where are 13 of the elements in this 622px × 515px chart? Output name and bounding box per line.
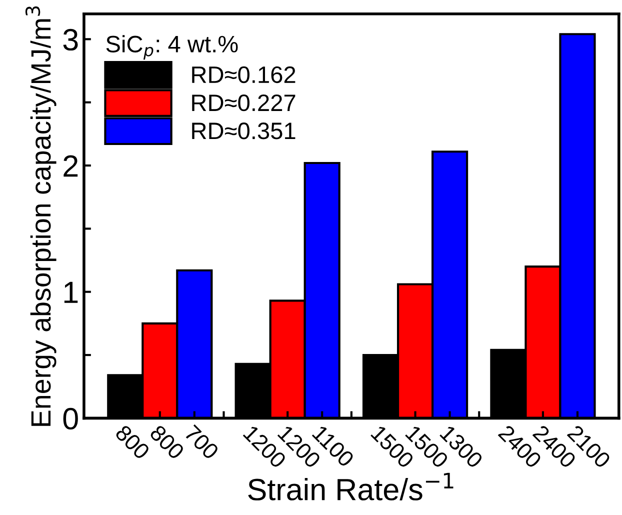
y-tick-label: 2 [64, 155, 78, 177]
x-tick-label: 800 [114, 424, 151, 460]
y-tick-label: 1 [64, 282, 78, 303]
x-tick-label: 700 [184, 424, 220, 460]
legend-title: SiC$_{p}$: 4 wt.% [106, 35, 238, 60]
x-tick-label: 800 [149, 424, 186, 460]
legend-label: RD≈0.227 [192, 94, 296, 112]
legend-label: RD≈0.162 [192, 66, 296, 84]
y-tick-label: 3 [63, 28, 78, 51]
y-tick-label: 0 [63, 408, 78, 430]
x-axis-title: Strain Rate/s$^{−1}$ [248, 472, 454, 500]
legend-label: RD≈0.351 [192, 122, 296, 140]
y-axis-title: Energy absorption capacity/MJ/m$^{3}$ [25, 6, 56, 426]
